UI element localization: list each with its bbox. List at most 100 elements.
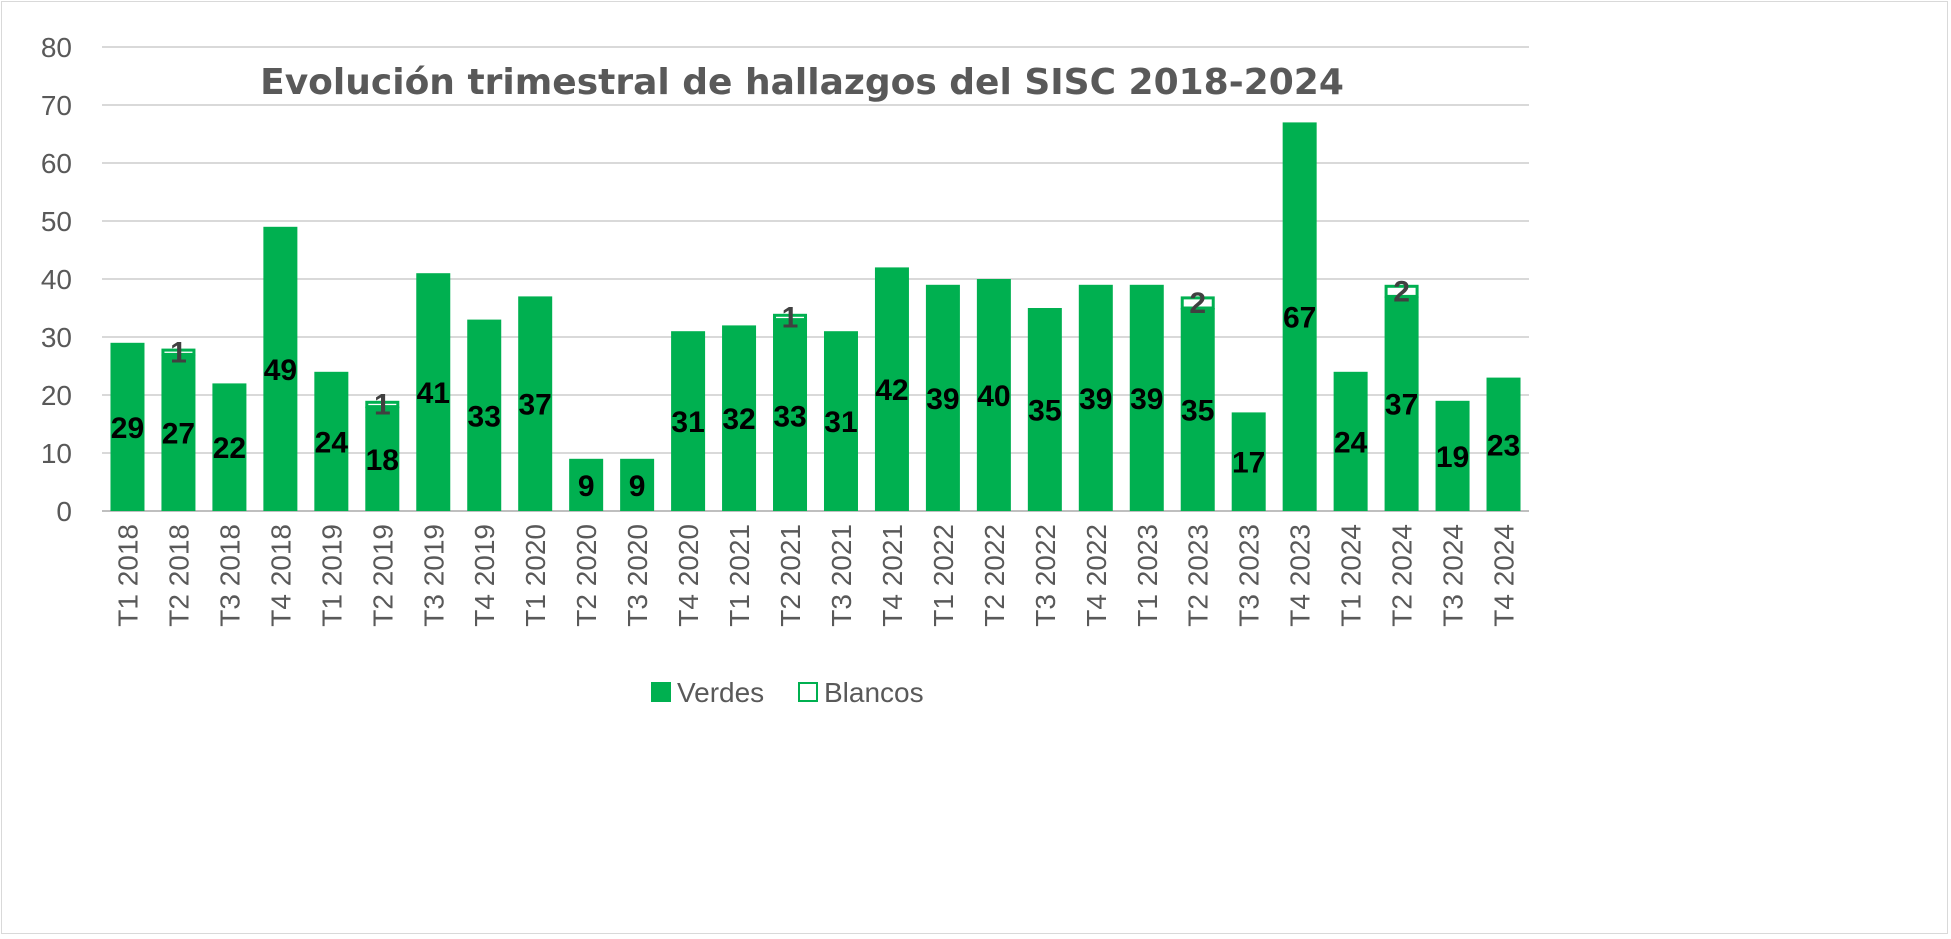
data-label-verdes: 42: [875, 374, 908, 407]
bar-verdes: [161, 354, 196, 511]
bar-verdes: [1333, 371, 1368, 511]
data-label-verdes: 33: [468, 400, 501, 433]
bar-verdes: [671, 331, 706, 511]
x-tick-label: T3 2023: [1234, 524, 1265, 627]
bar-verdes: [569, 458, 604, 511]
data-label-verdes: 41: [417, 377, 450, 410]
x-tick-label: T1 2018: [112, 524, 143, 627]
x-tick-label: T1 2024: [1336, 524, 1367, 627]
bar-blancos: [1384, 284, 1419, 298]
data-label-verdes: 31: [824, 406, 857, 439]
bar-verdes: [263, 226, 298, 512]
data-label-verdes: 39: [1079, 383, 1112, 416]
bar-verdes: [1078, 284, 1113, 511]
x-tick-label: T2 2021: [775, 524, 806, 627]
data-label-verdes: 37: [519, 389, 552, 422]
bar-verdes: [1180, 308, 1215, 511]
x-tick-label: T3 2019: [418, 524, 449, 627]
data-label-verdes: 31: [671, 406, 704, 439]
y-tick-label: 10: [41, 438, 72, 469]
x-tick-label: T4 2021: [877, 524, 908, 627]
bar-blancos: [773, 313, 808, 322]
bar-verdes: [1384, 296, 1419, 511]
bar-verdes: [467, 319, 502, 511]
data-label-verdes: 67: [1283, 302, 1316, 335]
x-tick-label: T4 2019: [469, 524, 500, 627]
data-label-verdes: 39: [1130, 383, 1163, 416]
data-label-verdes: 24: [315, 426, 349, 459]
bar-verdes: [1282, 122, 1317, 512]
data-label-verdes: 40: [977, 380, 1010, 413]
bar-verdes: [722, 325, 757, 511]
data-label-verdes: 39: [926, 383, 959, 416]
bar-blancos: [365, 400, 400, 409]
legend: Verdes Blancos: [651, 677, 924, 708]
x-tick-label: T1 2022: [928, 524, 959, 627]
y-tick-label: 80: [41, 32, 72, 63]
legend-label-verdes: Verdes: [677, 677, 764, 708]
bar-blancos: [161, 348, 196, 356]
data-label-verdes: 29: [111, 412, 144, 445]
x-tick-label: T3 2020: [622, 524, 653, 627]
data-label-blancos: 1: [782, 302, 799, 335]
bar-verdes: [1435, 400, 1470, 511]
x-tick-label: T4 2018: [265, 524, 296, 627]
bar-verdes: [976, 279, 1011, 511]
x-tick-label: T2 2023: [1183, 524, 1214, 627]
bar-verdes: [1027, 308, 1062, 511]
y-tick-label: 70: [41, 90, 72, 121]
data-label-verdes: 33: [773, 400, 806, 433]
x-tick-label: T2 2020: [571, 524, 602, 627]
data-label-verdes: 18: [366, 444, 399, 477]
y-tick-label: 60: [41, 148, 72, 179]
x-tick-label: T2 2019: [367, 524, 398, 627]
data-label-verdes: 22: [213, 432, 246, 465]
data-label-verdes: 35: [1028, 395, 1061, 428]
x-tick-label: T4 2024: [1489, 524, 1520, 627]
data-label-verdes: 9: [578, 470, 595, 503]
bar-verdes: [1486, 377, 1521, 511]
x-tick-label: T2 2022: [979, 524, 1010, 627]
bar-verdes: [365, 406, 400, 511]
x-tick-label: T4 2022: [1081, 524, 1112, 627]
data-label-blancos: 2: [1393, 276, 1410, 309]
data-label-verdes: 27: [162, 418, 195, 451]
x-tick-label: T1 2019: [316, 524, 347, 627]
chart-title: Evolución trimestral de hallazgos del SI…: [260, 62, 1344, 103]
data-label-blancos: 1: [374, 389, 391, 422]
x-tick-label: T2 2018: [163, 524, 194, 627]
data-label-verdes: 19: [1436, 441, 1469, 474]
legend-swatch-verdes: [651, 682, 671, 702]
x-tick-label: T2 2024: [1387, 524, 1418, 627]
x-tick-label: T3 2024: [1438, 524, 1469, 627]
bar-verdes: [212, 383, 247, 511]
x-tick-label: T4 2023: [1285, 524, 1316, 627]
y-tick-label: 40: [41, 264, 72, 295]
y-tick-label: 50: [41, 206, 72, 237]
bar-verdes: [773, 319, 808, 511]
x-tick-label: T4 2020: [673, 524, 704, 627]
x-tick-label: T1 2021: [724, 524, 755, 627]
data-label-verdes: 24: [1334, 426, 1368, 459]
bar-verdes: [314, 371, 349, 511]
bar-verdes: [874, 267, 909, 511]
y-tick-label: 20: [41, 380, 72, 411]
bar-verdes: [620, 458, 655, 511]
bar-verdes: [518, 296, 553, 511]
data-label-blancos: 1: [170, 337, 187, 370]
data-label-verdes: 32: [722, 403, 755, 436]
x-tick-label: T3 2018: [214, 524, 245, 627]
x-tick-label: T3 2021: [826, 524, 857, 627]
bar-verdes: [1231, 412, 1266, 511]
bar-verdes: [110, 342, 145, 511]
data-label-verdes: 35: [1181, 395, 1214, 428]
x-tick-label: T1 2020: [520, 524, 551, 627]
data-label-blancos: 2: [1189, 287, 1206, 320]
bar-blancos: [1180, 296, 1215, 310]
data-label-verdes: 17: [1232, 447, 1265, 480]
bar-verdes: [925, 284, 960, 511]
data-label-verdes: 23: [1487, 429, 1520, 462]
y-tick-label: 30: [41, 322, 72, 353]
